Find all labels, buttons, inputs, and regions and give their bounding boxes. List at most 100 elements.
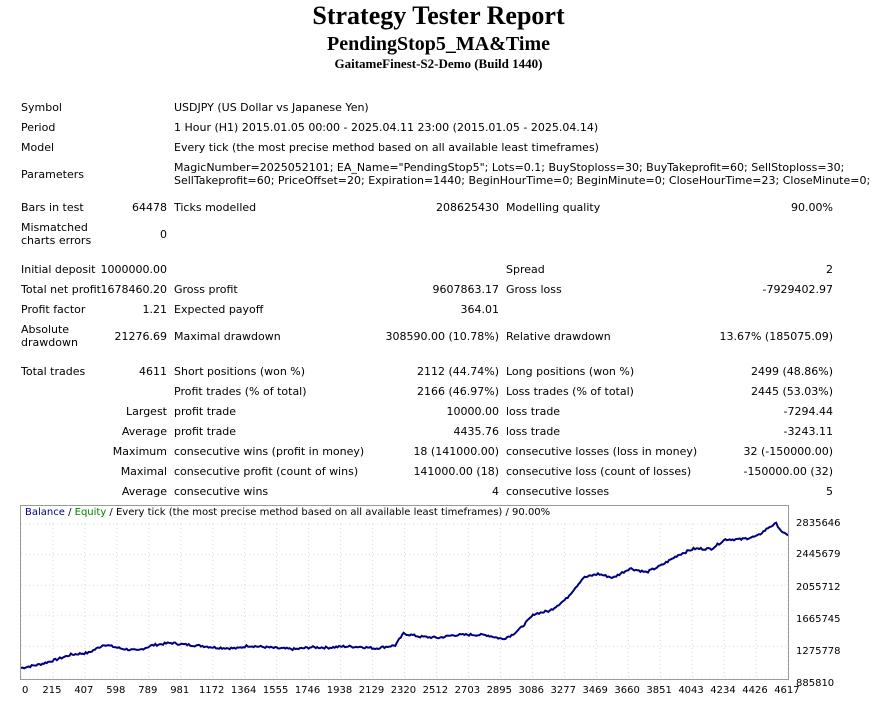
total-trades-value: 4611 (139, 365, 167, 378)
maximal-label: Maximal (120, 465, 167, 478)
largest-loss-label: loss trade (506, 405, 561, 418)
y-tick-label: 2835646 (796, 518, 841, 529)
parameters-line-1: MagicNumber=2025052101; EA_Name="Pending… (174, 161, 845, 174)
x-tick-label: 3277 (550, 685, 576, 696)
max-consecutive-losses-value: 32 (-150000.00) (743, 445, 833, 458)
ticks-label: Ticks modelled (174, 201, 257, 214)
x-tick-label: 2129 (358, 685, 385, 696)
gross-loss-label: Gross loss (506, 283, 562, 296)
x-tick-label: 215 (42, 685, 62, 696)
largest-label: Largest (126, 405, 167, 418)
x-tick-label: 2895 (486, 685, 513, 696)
x-tick-label: 1555 (262, 685, 289, 696)
largest-profit-label: profit trade (174, 405, 237, 418)
avg-consecutive-losses-label: consecutive losses (506, 485, 610, 498)
total-trades-label: Total trades (21, 365, 86, 378)
period-value: 1 Hour (H1) 2015.01.05 00:00 - 2025.04.1… (174, 121, 599, 134)
expected-payoff-value: 364.01 (460, 303, 500, 316)
avg-consecutive-wins-value: 4 (492, 485, 499, 498)
period-label: Period (21, 121, 56, 134)
x-tick-label: 1938 (326, 685, 353, 696)
legend-description: / Every tick (the most precise method ba… (106, 507, 551, 518)
average-label: Average (121, 425, 167, 438)
x-tick-label: 2320 (390, 685, 417, 696)
x-tick-label: 407 (74, 685, 94, 696)
profit-trades-value: 2166 (46.97%) (416, 385, 499, 398)
quality-label: Modelling quality (506, 201, 601, 214)
y-tick-label: 1665745 (796, 614, 841, 625)
y-tick-label: 2055712 (796, 582, 841, 593)
deposit-label: Initial deposit (21, 263, 96, 276)
report-title: Strategy Tester Report (312, 1, 565, 30)
balance-line (21, 521, 788, 670)
gross-profit-label: Gross profit (174, 283, 238, 296)
x-tick-label: 3086 (518, 685, 544, 696)
model-label: Model (21, 141, 55, 154)
max-consecutive-wins-label: consecutive wins (profit in money) (174, 445, 365, 458)
legend-balance: Balance (25, 507, 65, 518)
absolute-drawdown-label: Absolute drawdown (21, 323, 78, 349)
x-tick-label: 0 (22, 685, 29, 696)
maximal-consecutive-profit-value: 141000.00 (18) (413, 465, 499, 478)
x-tick-label: 4617 (774, 685, 800, 696)
maximal-drawdown-label: Maximal drawdown (174, 330, 281, 343)
expected-payoff-label: Expected payoff (174, 303, 264, 316)
max-consecutive-losses-label: consecutive losses (loss in money) (506, 445, 698, 458)
x-tick-label: 3469 (582, 685, 608, 696)
maximum-label: Maximum (112, 445, 167, 458)
model-value: Every tick (the most precise method base… (174, 141, 599, 154)
x-tick-label: 4043 (678, 685, 704, 696)
largest-loss-value: -7294.44 (783, 405, 833, 418)
x-tick-label: 2512 (422, 685, 449, 696)
profit-trades-label: Profit trades (% of total) (174, 385, 307, 398)
short-positions-value: 2112 (44.74%) (416, 365, 499, 378)
largest-profit-value: 10000.00 (446, 405, 500, 418)
y-tick-label: 1275778 (796, 646, 841, 657)
x-tick-label: 598 (106, 685, 126, 696)
profit-factor-value: 1.21 (142, 303, 168, 316)
average-loss-value: -3243.11 (783, 425, 833, 438)
balance-chart: Balance / Equity / Every tick (the most … (20, 505, 789, 680)
gross-profit-value: 9607863.17 (432, 283, 499, 296)
avg-consecutive-wins-label: consecutive wins (174, 485, 269, 498)
average-profit-value: 4435.76 (453, 425, 500, 438)
mismatch-value: 0 (160, 228, 167, 241)
x-tick-label: 789 (138, 685, 158, 696)
loss-trades-value: 2445 (53.03%) (750, 385, 833, 398)
absolute-drawdown-value: 21276.69 (114, 330, 168, 343)
expert-name: PendingStop5_MA&Time (327, 33, 550, 55)
legend-equity: Equity (74, 507, 107, 518)
gross-loss-value: -7929402.97 (762, 283, 833, 296)
quality-value: 90.00% (791, 201, 833, 214)
ticks-value: 208625430 (436, 201, 499, 214)
x-tick-label: 1746 (294, 685, 321, 696)
x-tick-label: 2703 (454, 685, 481, 696)
average-consecutive-label: Average (121, 485, 167, 498)
maximal-drawdown-value: 308590.00 (10.78%) (385, 330, 499, 343)
long-positions-label: Long positions (won %) (506, 365, 635, 378)
chart-legend: Balance / Equity / Every tick (the most … (25, 507, 550, 518)
x-tick-label: 3660 (614, 685, 640, 696)
server-name: GaitameFinest-S2-Demo (Build 1440) (334, 56, 543, 71)
maximal-consecutive-loss-label: consecutive loss (count of losses) (506, 465, 692, 478)
y-tick-label: 2445679 (796, 549, 841, 560)
avg-consecutive-losses-value: 5 (826, 485, 833, 498)
y-tick-label: 885810 (796, 678, 835, 689)
bars-label: Bars in test (21, 201, 84, 214)
x-tick-label: 981 (170, 685, 190, 696)
relative-drawdown-label: Relative drawdown (506, 330, 611, 343)
x-tick-label: 3851 (646, 685, 672, 696)
legend-separator: / (64, 507, 75, 518)
parameters-line-2: SellTakeprofit=60; PriceOffset=20; Expir… (174, 174, 871, 187)
maximal-consecutive-loss-value: -150000.00 (32) (743, 465, 833, 478)
x-tick-label: 4234 (710, 685, 736, 696)
parameters-label: Parameters (21, 168, 84, 181)
maximal-consecutive-profit-label: consecutive profit (count of wins) (174, 465, 359, 478)
spread-label: Spread (506, 263, 545, 276)
short-positions-label: Short positions (won %) (174, 365, 306, 378)
relative-drawdown-value: 13.67% (185075.09) (719, 330, 833, 343)
average-loss-label: loss trade (506, 425, 561, 438)
bars-value: 64478 (132, 201, 167, 214)
loss-trades-label: Loss trades (% of total) (506, 385, 634, 398)
net-profit-label: Total net profit (21, 283, 101, 296)
